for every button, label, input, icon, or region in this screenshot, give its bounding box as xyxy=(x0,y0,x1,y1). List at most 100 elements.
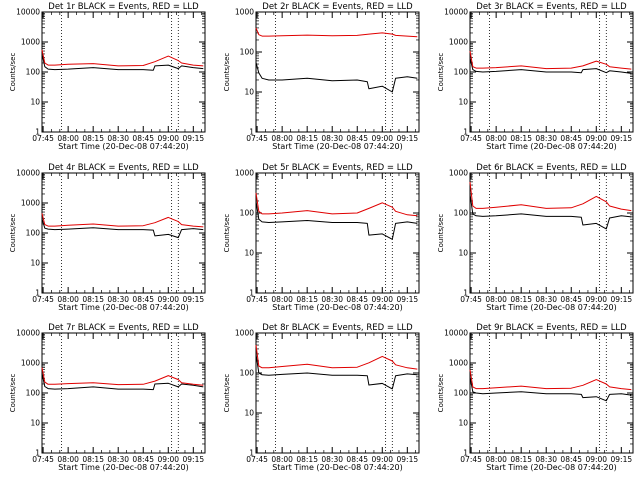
x-tick-label: 09:15 xyxy=(611,455,633,464)
x-tick-label: 08:00 xyxy=(271,295,293,304)
y-tick-label: 10000 xyxy=(16,8,40,17)
x-tick-label: 07:45 xyxy=(32,295,54,304)
chart-title: Det 8r BLACK = Events, RED = LLD xyxy=(262,323,413,333)
y-tick-label: 1000 xyxy=(235,329,254,338)
x-tick-label: 07:45 xyxy=(460,455,482,464)
y-tick-label: 10 xyxy=(458,419,468,428)
x-tick-label: 08:15 xyxy=(510,455,532,464)
y-tick-label: 1000 xyxy=(235,8,254,17)
series-line-events xyxy=(255,200,418,240)
chart-panel-det-7: Det 7r BLACK = Events, RED = LLD 1 10 100 10… xyxy=(9,323,206,472)
x-tick-label: 08:15 xyxy=(296,295,318,304)
x-axis-label: Start Time (20-Dec-08 07:44:20) xyxy=(272,303,403,312)
series-line-lld xyxy=(41,213,204,228)
x-tick-label: 08:45 xyxy=(132,455,154,464)
x-tick-label: 09:00 xyxy=(157,134,179,143)
y-tick-label: 10 xyxy=(30,419,40,428)
x-axis-label: Start Time (20-Dec-08 07:44:20) xyxy=(58,463,189,472)
y-tick-label: 100 xyxy=(26,68,41,77)
y-axis-label: Counts/sec xyxy=(437,214,445,253)
x-tick-label: 08:30 xyxy=(321,455,343,464)
x-tick-label: 08:30 xyxy=(535,455,557,464)
x-tick-label: 09:00 xyxy=(585,295,607,304)
x-tick-label: 09:00 xyxy=(371,134,393,143)
y-tick-label: 1 xyxy=(463,449,468,458)
series-line-lld xyxy=(255,344,418,370)
x-tick-label: 08:00 xyxy=(57,455,79,464)
x-axis-label: Start Time (20-Dec-08 07:44:20) xyxy=(58,303,189,312)
y-axis-label: Counts/sec xyxy=(223,214,231,253)
x-tick-label: 09:15 xyxy=(611,134,633,143)
x-tick-label: 09:15 xyxy=(397,295,419,304)
x-tick-label: 08:15 xyxy=(510,295,532,304)
y-tick-label: 1000 xyxy=(21,199,40,208)
y-tick-label: 10000 xyxy=(16,169,40,178)
chart-panel-det-9: Det 9r BLACK = Events, RED = LLD 1 10 100 10… xyxy=(437,323,634,472)
series-line-events xyxy=(469,57,632,74)
x-tick-label: 08:30 xyxy=(321,134,343,143)
x-tick-label: 07:45 xyxy=(246,134,268,143)
series-line-lld xyxy=(255,192,418,217)
x-tick-label: 07:45 xyxy=(32,455,54,464)
x-axis-label: Start Time (20-Dec-08 07:44:20) xyxy=(58,142,189,151)
y-axis-label: Counts/sec xyxy=(437,53,445,92)
y-tick-label: 1000 xyxy=(449,359,468,368)
x-tick-label: 08:00 xyxy=(485,295,507,304)
plot-frame xyxy=(41,11,206,133)
chart-title: Det 5r BLACK = Events, RED = LLD xyxy=(262,163,413,173)
x-tick-label: 08:45 xyxy=(132,134,154,143)
y-axis-label: Counts/sec xyxy=(9,374,17,413)
x-tick-label: 08:45 xyxy=(346,455,368,464)
series-line-events xyxy=(41,53,204,71)
y-tick-label: 1 xyxy=(35,449,40,458)
chart-panel-det-1: Det 1r BLACK = Events, RED = LLD 1 10 100 10… xyxy=(9,2,206,151)
x-tick-label: 09:00 xyxy=(157,455,179,464)
x-axis-label: Start Time (20-Dec-08 07:44:20) xyxy=(272,463,403,472)
chart-panel-det-2: Det 2r BLACK = Events, RED = LLD 1 10 100 10… xyxy=(223,2,420,151)
y-tick-label: 10 xyxy=(244,249,254,258)
series-line-events xyxy=(41,218,204,239)
plot-frame xyxy=(255,11,420,133)
x-tick-label: 08:00 xyxy=(57,295,79,304)
y-tick-label: 100 xyxy=(240,369,255,378)
chart-title: Det 3r BLACK = Events, RED = LLD xyxy=(476,2,627,12)
x-tick-label: 08:00 xyxy=(271,134,293,143)
x-tick-label: 07:45 xyxy=(460,295,482,304)
y-tick-label: 100 xyxy=(240,48,255,57)
y-tick-label: 1 xyxy=(463,289,468,298)
chart-title: Det 6r BLACK = Events, RED = LLD xyxy=(476,163,627,173)
x-axis-label: Start Time (20-Dec-08 07:44:20) xyxy=(272,142,403,151)
x-axis-label: Start Time (20-Dec-08 07:44:20) xyxy=(486,142,617,151)
y-tick-label: 10 xyxy=(30,98,40,107)
x-tick-label: 07:45 xyxy=(246,455,268,464)
y-tick-label: 1000 xyxy=(235,169,254,178)
x-tick-label: 09:00 xyxy=(371,455,393,464)
y-tick-label: 1 xyxy=(35,128,40,137)
x-tick-label: 09:00 xyxy=(585,455,607,464)
plot-frame xyxy=(255,332,420,454)
plot-frame xyxy=(255,172,420,294)
series-line-lld xyxy=(255,27,418,38)
x-tick-label: 08:15 xyxy=(82,134,104,143)
series-line-lld xyxy=(469,50,632,70)
y-tick-label: 10 xyxy=(244,88,254,97)
x-tick-label: 09:15 xyxy=(611,295,633,304)
y-tick-label: 100 xyxy=(454,209,469,218)
series-line-lld xyxy=(41,49,204,67)
y-axis-label: Counts/sec xyxy=(437,374,445,413)
x-tick-label: 08:45 xyxy=(560,455,582,464)
x-tick-label: 08:45 xyxy=(560,295,582,304)
chart-title: Det 4r BLACK = Events, RED = LLD xyxy=(48,163,199,173)
y-tick-label: 10000 xyxy=(444,329,468,338)
x-tick-label: 09:15 xyxy=(183,134,205,143)
x-tick-label: 07:45 xyxy=(460,134,482,143)
y-tick-label: 100 xyxy=(26,229,41,238)
x-tick-label: 09:00 xyxy=(585,134,607,143)
x-tick-label: 08:30 xyxy=(107,455,129,464)
series-line-lld xyxy=(469,369,632,391)
y-tick-label: 1 xyxy=(463,128,468,137)
x-tick-label: 08:00 xyxy=(485,455,507,464)
series-line-events xyxy=(469,193,632,230)
y-axis-label: Counts/sec xyxy=(9,53,17,92)
